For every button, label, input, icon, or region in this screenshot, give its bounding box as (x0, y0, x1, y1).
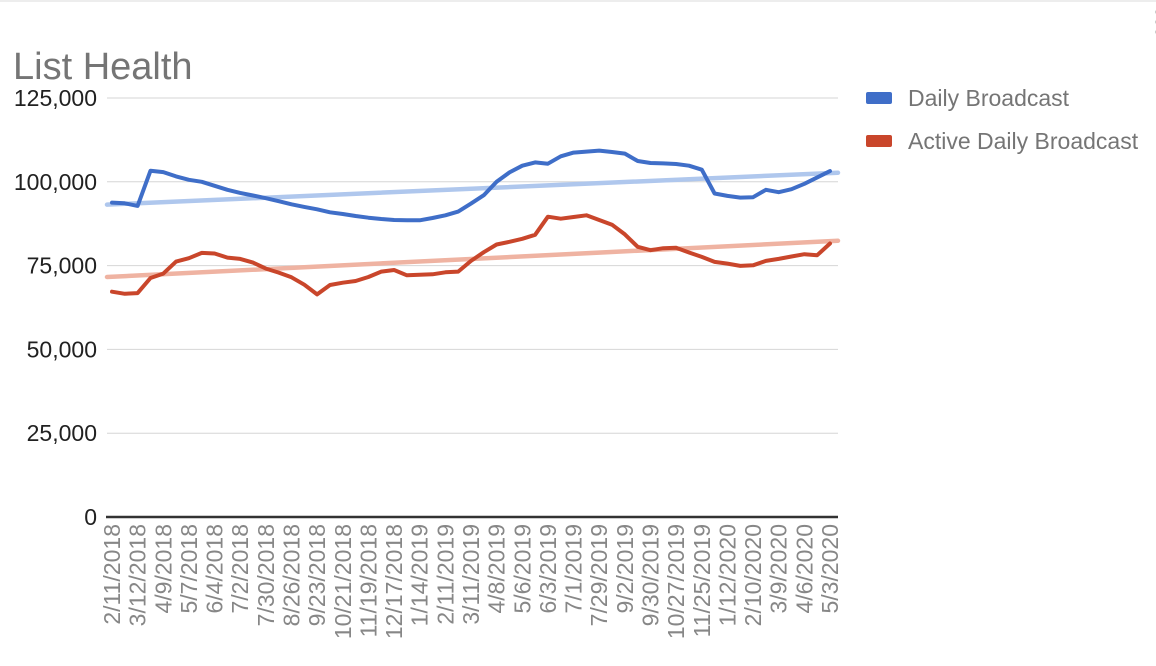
y-axis-tick-label: 0 (84, 504, 97, 530)
x-axis-label: 6/3/2019 (535, 524, 561, 614)
x-axis-label: 9/2/2019 (612, 524, 638, 614)
x-axis-label: 4/8/2019 (484, 524, 510, 614)
x-axis-label: 5/6/2019 (509, 524, 535, 614)
x-axis-label: 2/11/2019 (432, 524, 458, 625)
x-axis-label: 7/1/2019 (561, 524, 587, 614)
x-axis-label: 9/30/2019 (638, 524, 664, 626)
y-axis-tick-label: 125,000 (14, 85, 97, 111)
trendline (104, 170, 841, 207)
top-border (0, 0, 1156, 2)
x-axis-label: 3/12/2018 (125, 524, 151, 626)
x-axis-label: 1/14/2019 (407, 524, 433, 626)
y-axis-tick-label: 25,000 (27, 420, 97, 446)
legend-swatch-daily-broadcast (866, 92, 892, 104)
x-axis-label: 6/4/2018 (202, 524, 228, 614)
legend-item-active-daily-broadcast: Active Daily Broadcast (866, 127, 1138, 155)
x-axis-label: 9/23/2018 (304, 524, 330, 626)
x-axis-label: 7/30/2018 (253, 524, 279, 626)
x-axis-label: 3/11/2019 (458, 524, 484, 625)
x-axis-label: 12/17/2018 (381, 524, 407, 639)
x-axis-label: 8/26/2018 (279, 524, 305, 626)
chart-title: List Health (13, 46, 193, 89)
series-line (110, 148, 832, 223)
y-axis-tick-label: 50,000 (27, 336, 97, 362)
x-axis-label: 5/3/2020 (817, 524, 843, 614)
legend: Daily Broadcast Active Daily Broadcast (866, 84, 1138, 170)
legend-item-daily-broadcast: Daily Broadcast (866, 84, 1138, 112)
x-axis-label: 4/9/2018 (150, 524, 176, 614)
x-axis-label: 2/11/2018 (99, 524, 125, 625)
series-line (110, 213, 832, 297)
legend-label: Active Daily Broadcast (908, 127, 1139, 154)
x-axis-label: 4/6/2020 (791, 524, 817, 614)
x-axis-label: 10/27/2019 (663, 524, 689, 639)
x-axis-label: 7/2/2018 (227, 524, 253, 614)
y-axis-tick-label: 75,000 (27, 253, 97, 279)
y-axis-tick-label: 100,000 (14, 169, 97, 195)
x-axis-label: 10/21/2018 (330, 524, 356, 639)
x-axis-label: 11/19/2018 (355, 524, 381, 637)
x-axis-label: 7/29/2019 (586, 524, 612, 626)
legend-label: Daily Broadcast (908, 84, 1070, 111)
x-axis-label: 11/25/2019 (689, 524, 715, 637)
x-axis-label: 1/12/2020 (714, 524, 740, 626)
x-axis-label: 5/7/2018 (176, 524, 202, 614)
x-axis-label: 3/9/2020 (766, 524, 792, 614)
x-axis-label: 2/10/2020 (740, 524, 766, 626)
legend-swatch-active-daily-broadcast (866, 135, 892, 147)
